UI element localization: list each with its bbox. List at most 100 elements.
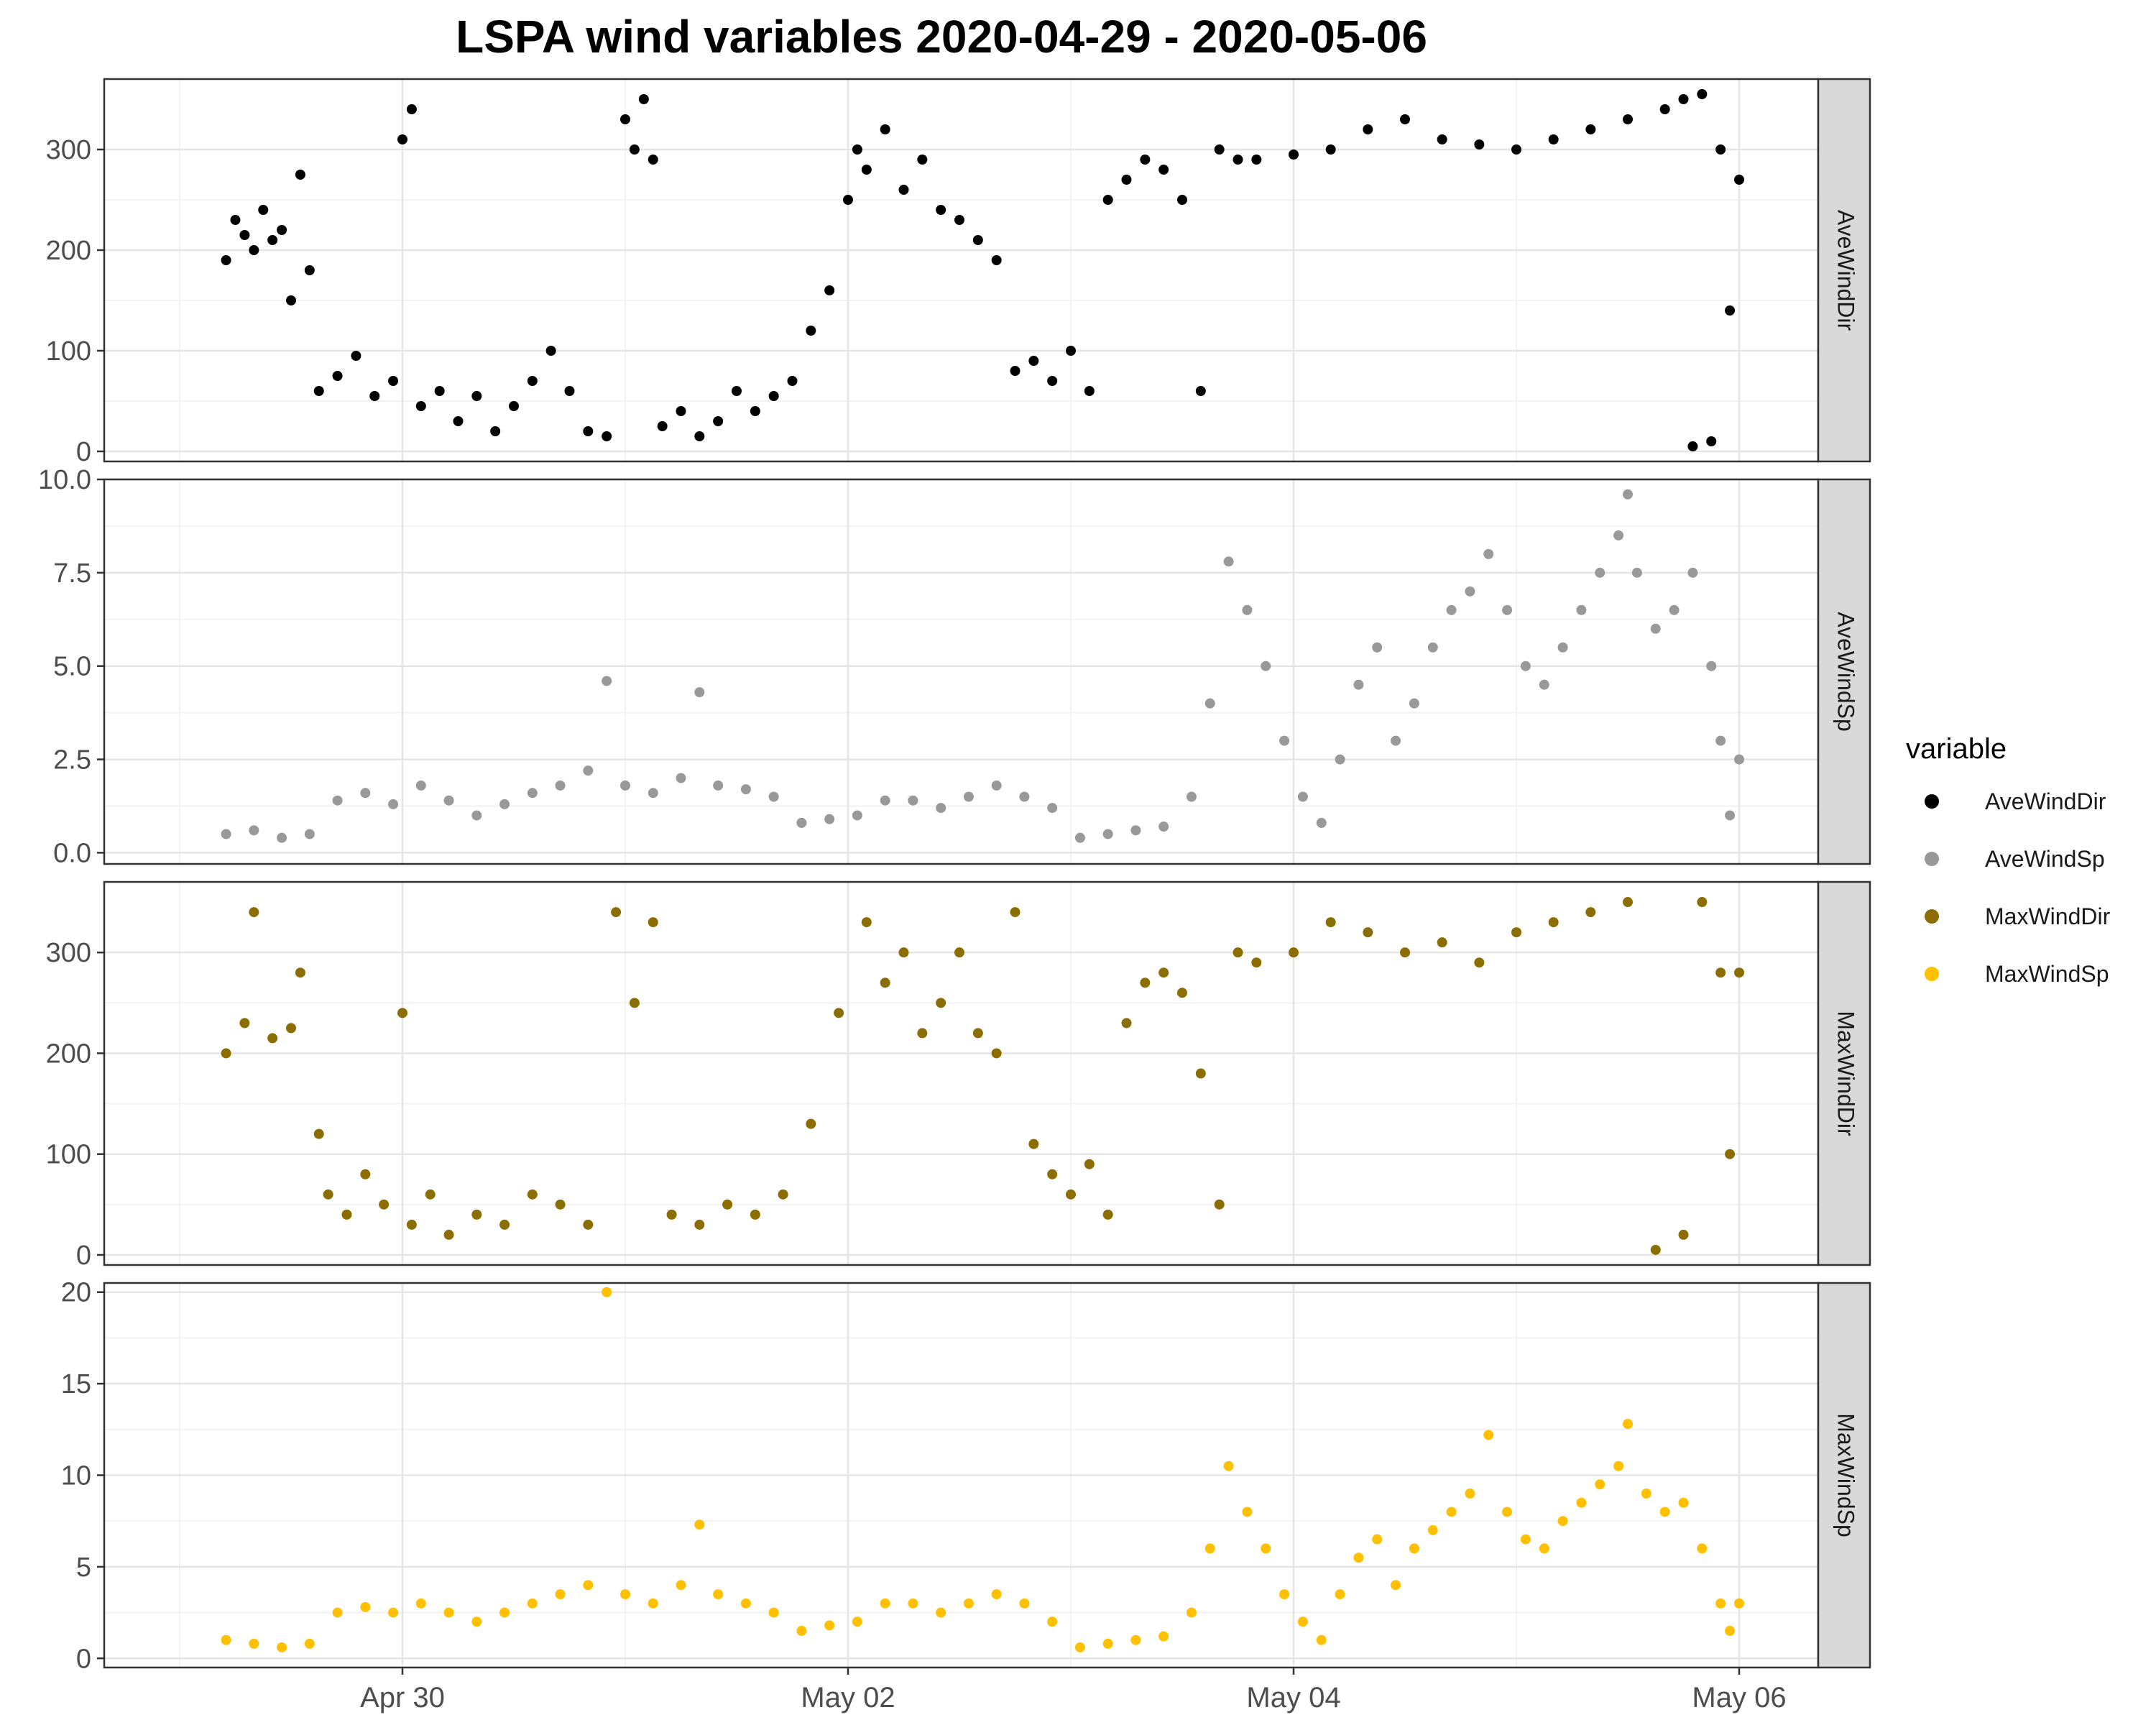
y-tick-label: 0 bbox=[76, 437, 91, 467]
legend-label: MaxWindDir bbox=[1985, 903, 2111, 929]
data-point bbox=[787, 376, 798, 386]
data-point bbox=[1465, 1488, 1475, 1499]
data-point bbox=[1204, 1543, 1215, 1554]
data-point bbox=[824, 814, 835, 824]
panel-background bbox=[104, 479, 1818, 864]
data-point bbox=[1697, 89, 1708, 99]
y-tick-label: 10 bbox=[61, 1461, 91, 1491]
data-point bbox=[332, 795, 343, 806]
data-point bbox=[1279, 1589, 1290, 1600]
data-point bbox=[1725, 810, 1736, 821]
data-point bbox=[843, 195, 853, 205]
data-point bbox=[898, 185, 909, 195]
data-point bbox=[1204, 698, 1215, 709]
data-point bbox=[1548, 134, 1559, 144]
x-tick-label: May 02 bbox=[801, 1682, 895, 1714]
data-point bbox=[555, 1199, 566, 1210]
y-tick-label: 5 bbox=[76, 1552, 91, 1583]
data-point bbox=[1289, 150, 1299, 160]
data-point bbox=[963, 1598, 974, 1609]
y-tick-label: 100 bbox=[46, 1140, 91, 1170]
data-point bbox=[1353, 679, 1364, 690]
data-point bbox=[1400, 114, 1410, 124]
data-point bbox=[676, 1580, 686, 1591]
data-point bbox=[471, 810, 482, 821]
data-point bbox=[657, 421, 668, 431]
data-point bbox=[1595, 1479, 1606, 1490]
data-point bbox=[1242, 1506, 1253, 1517]
data-point bbox=[1650, 1244, 1661, 1255]
data-point bbox=[1316, 817, 1327, 828]
panel-background bbox=[104, 79, 1818, 461]
data-point bbox=[564, 386, 575, 396]
data-point bbox=[1446, 1506, 1457, 1517]
data-point bbox=[286, 295, 296, 305]
data-point bbox=[602, 431, 612, 441]
data-point bbox=[1725, 1149, 1736, 1159]
data-point bbox=[1261, 661, 1271, 671]
y-tick-label: 20 bbox=[61, 1278, 91, 1308]
data-point bbox=[1066, 346, 1076, 356]
data-point bbox=[1214, 144, 1225, 155]
data-point bbox=[1539, 679, 1549, 690]
data-point bbox=[936, 1607, 946, 1618]
data-point bbox=[397, 134, 407, 144]
data-point bbox=[880, 1598, 890, 1609]
data-point bbox=[1186, 791, 1197, 802]
data-point bbox=[360, 788, 371, 799]
data-point bbox=[732, 386, 742, 396]
data-point bbox=[1102, 1209, 1113, 1220]
data-point bbox=[304, 1638, 315, 1649]
data-point bbox=[1585, 124, 1596, 134]
data-point bbox=[834, 1008, 844, 1018]
data-point bbox=[527, 1189, 538, 1200]
data-point bbox=[1335, 1589, 1345, 1600]
data-point bbox=[267, 235, 278, 245]
data-point bbox=[1734, 175, 1744, 185]
data-point bbox=[1427, 642, 1438, 653]
data-point bbox=[852, 1616, 862, 1627]
data-point bbox=[1047, 1616, 1058, 1627]
y-tick-label: 300 bbox=[46, 938, 91, 968]
data-point bbox=[1706, 436, 1717, 446]
data-point bbox=[583, 426, 594, 436]
data-point bbox=[1557, 642, 1568, 653]
data-point bbox=[499, 1219, 510, 1230]
data-point bbox=[509, 401, 519, 411]
data-point bbox=[221, 829, 231, 840]
data-point bbox=[1715, 967, 1726, 978]
data-point bbox=[406, 1219, 417, 1230]
data-point bbox=[740, 784, 751, 795]
data-point bbox=[583, 765, 594, 776]
data-point bbox=[415, 401, 426, 411]
data-point bbox=[954, 215, 964, 225]
facet-panel-avewinddir: 0 100 200 300 AveWindDir bbox=[46, 78, 1871, 467]
data-point bbox=[1363, 124, 1373, 134]
data-point bbox=[861, 165, 872, 175]
data-point bbox=[1409, 1543, 1419, 1554]
x-tick-label: May 04 bbox=[1246, 1682, 1340, 1714]
data-point bbox=[1102, 1638, 1113, 1649]
data-point bbox=[1483, 1430, 1494, 1440]
data-point bbox=[1010, 907, 1021, 918]
data-point bbox=[1678, 1497, 1689, 1508]
data-point bbox=[249, 245, 259, 255]
data-point bbox=[768, 791, 779, 802]
y-tick-label: 300 bbox=[46, 135, 91, 165]
data-point bbox=[936, 803, 946, 814]
data-point bbox=[991, 255, 1002, 265]
data-point bbox=[1391, 735, 1401, 746]
data-point bbox=[852, 144, 862, 155]
legend-label: AveWindDir bbox=[1985, 788, 2106, 814]
data-point bbox=[583, 1580, 594, 1591]
data-point bbox=[1734, 754, 1744, 765]
data-point bbox=[1641, 1488, 1651, 1499]
data-point bbox=[1084, 386, 1095, 396]
data-point bbox=[1084, 1159, 1095, 1169]
y-tick-label: 100 bbox=[46, 336, 91, 367]
data-point bbox=[898, 947, 909, 958]
data-point bbox=[1548, 917, 1559, 928]
data-point bbox=[1669, 604, 1680, 615]
